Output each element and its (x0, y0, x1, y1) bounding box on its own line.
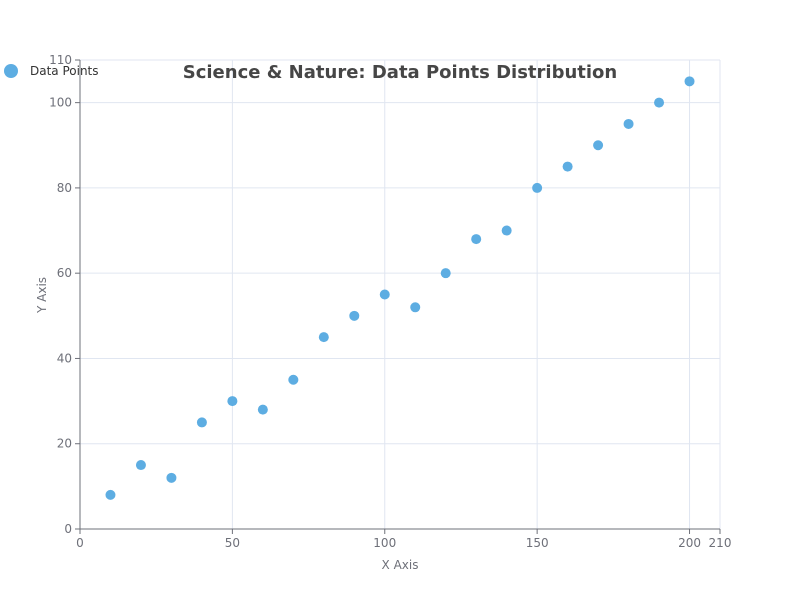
data-point[interactable] (196, 417, 207, 428)
data-point[interactable] (562, 161, 573, 172)
data-point[interactable] (440, 268, 451, 279)
x-tick-label: 210 (709, 536, 732, 550)
grid (79, 59, 721, 530)
data-point[interactable] (105, 489, 116, 500)
x-axis-label: X Axis (382, 558, 419, 572)
data-point[interactable] (501, 225, 512, 236)
x-tick-label: 50 (225, 536, 240, 550)
data-point[interactable] (410, 302, 421, 313)
x-axis-ticks: 0 50 100 150 200 210 (76, 529, 731, 550)
y-tick-label: 110 (49, 53, 72, 67)
data-point[interactable] (623, 118, 634, 129)
y-tick-label: 20 (57, 437, 72, 451)
axes (79, 60, 720, 530)
data-point[interactable] (318, 332, 329, 343)
data-point[interactable] (593, 140, 604, 151)
x-tick-label: 100 (373, 536, 396, 550)
legend-label: Data Points (30, 64, 99, 78)
y-tick-label: 40 (57, 351, 72, 365)
data-point[interactable] (227, 396, 238, 407)
data-point[interactable] (166, 472, 177, 483)
legend-marker (4, 64, 18, 78)
data-points (105, 76, 695, 500)
data-point[interactable] (257, 404, 268, 415)
y-tick-label: 60 (57, 266, 72, 280)
y-tick-label: 100 (49, 96, 72, 110)
data-point[interactable] (654, 97, 665, 108)
data-point[interactable] (684, 76, 695, 87)
data-point[interactable] (349, 310, 360, 321)
legend[interactable]: Data Points (4, 64, 99, 78)
y-axis-ticks: 0 20 40 60 80 100 110 (49, 53, 80, 536)
data-point[interactable] (379, 289, 390, 300)
data-point[interactable] (532, 182, 543, 193)
y-axis-label: Y Axis (35, 277, 49, 314)
x-tick-label: 200 (678, 536, 701, 550)
x-tick-label: 150 (526, 536, 549, 550)
chart-title: Science & Nature: Data Points Distributi… (183, 62, 617, 83)
x-tick-label: 0 (76, 536, 84, 550)
y-tick-label: 0 (64, 522, 72, 536)
data-point[interactable] (135, 460, 146, 471)
data-point[interactable] (288, 374, 299, 385)
data-point[interactable] (471, 234, 482, 245)
y-tick-label: 80 (57, 181, 72, 195)
